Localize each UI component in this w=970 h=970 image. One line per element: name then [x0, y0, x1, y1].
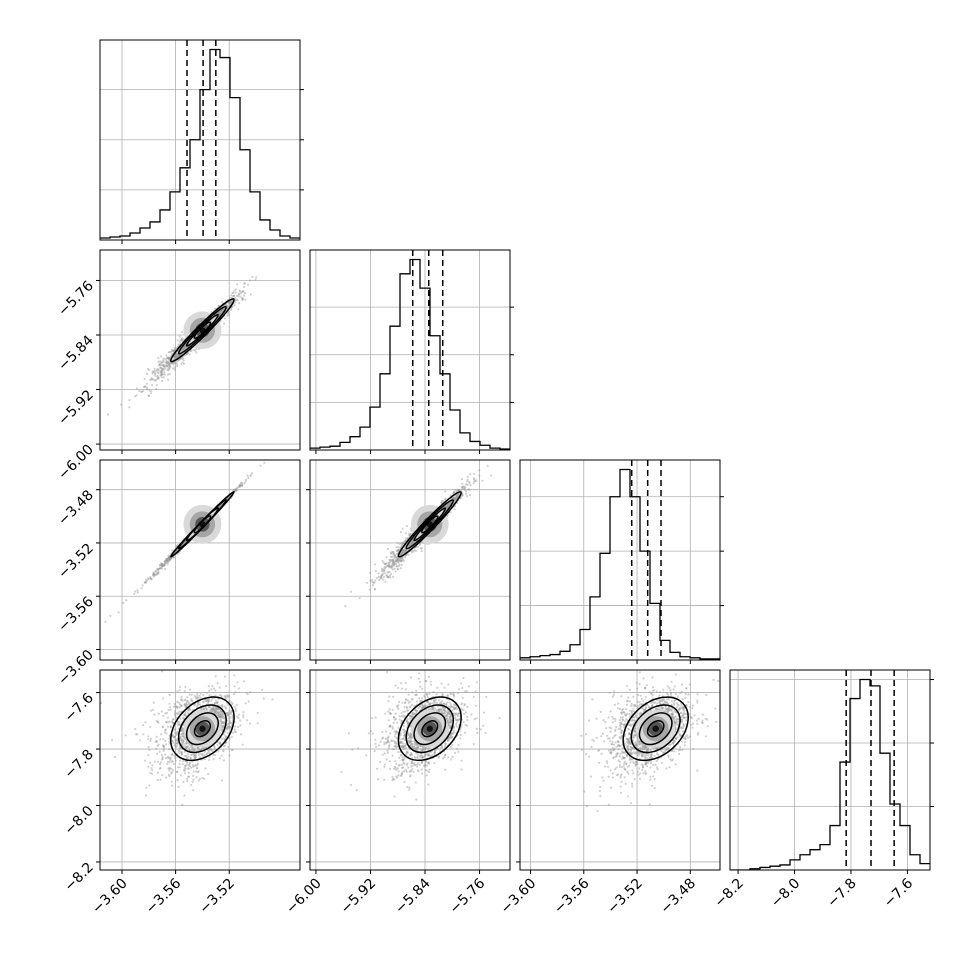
ytick-label-3-3: −7.6: [61, 690, 96, 725]
panel-frame-r3-c3: [729, 669, 931, 871]
density-core-2-1: [410, 504, 449, 544]
xtick-label-2-1: −3.56: [551, 875, 593, 917]
ytick-label-1-1: −5.92: [55, 387, 97, 429]
contour-3-2-0: [646, 720, 665, 738]
panel-frame-r1-c0: [99, 249, 301, 451]
contour-3-1-1: [413, 712, 447, 746]
contour-3-1-3: [397, 696, 462, 762]
contour-1-0-2: [177, 305, 227, 355]
contour-3-1-0: [421, 720, 439, 738]
panel-frame-r3-c1: [309, 669, 511, 871]
contour-3-0-1: [185, 712, 219, 746]
ytick-label-2-1: −3.56: [55, 594, 97, 636]
panel-frame-r2-c1: [309, 459, 511, 661]
panel-r1-c0: −6.00 −5.92 −5.84 −5.76: [55, 249, 301, 484]
xtick-label-3-3: −7.6: [881, 875, 916, 910]
panel-content-r2-c1: [310, 460, 510, 660]
xtick-label-0-2: −3.52: [196, 876, 238, 918]
panel-content-r3-c3: [730, 670, 930, 870]
contour-3-2-2: [630, 704, 681, 754]
contour-3-2-3: [622, 696, 689, 762]
ytick-label-3-1: −8.0: [61, 803, 96, 838]
panel-content-r3-c1: [310, 670, 510, 870]
xtick-label-3-0: −8.2: [712, 876, 747, 911]
panel-r2-c0: −3.60 −3.56 −3.52 −3.48: [55, 459, 301, 689]
histogram-0: [100, 48, 300, 239]
contour-3-0-2: [177, 704, 227, 754]
panel-r2-c2: [519, 459, 724, 664]
xtick-label-1-1: −5.92: [338, 876, 380, 918]
contour-2-1-3: [397, 491, 462, 558]
panel-content-r3-c0: [100, 670, 300, 870]
panel-content-r1-c1: [310, 250, 510, 450]
contour-1-0-3: [170, 298, 235, 363]
panel-r3-c2: −3.60 −3.56 −3.52 −3.48: [498, 669, 721, 918]
xtick-label-2-3: −3.48: [657, 876, 699, 918]
panel-r0-c0: [99, 39, 304, 244]
panel-frame-r2-c2: [519, 459, 721, 661]
xtick-label-2-2: −3.52: [604, 876, 646, 918]
panel-r3-c0: −8.2 −8.0 −7.8 −7.6 −3.60 −3.56 −3.52: [61, 669, 301, 918]
density-level-3: [652, 725, 659, 732]
contour-2-1-2: [405, 499, 455, 550]
contour-3-0-0: [193, 720, 212, 738]
xtick-label-1-2: −5.84: [392, 875, 434, 917]
panel-r1-c1: [309, 249, 514, 454]
ytick-label-1-2: −5.84: [55, 332, 97, 374]
density-level-3: [199, 725, 206, 732]
contour-2-0-3: [169, 491, 235, 558]
contour-1-0-1: [185, 313, 219, 347]
xtick-label-1-0: −6.00: [283, 876, 325, 918]
panel-frame-r3-c0: [99, 669, 301, 871]
panel-r2-c1: [306, 459, 511, 664]
xtick-label-0-1: −3.56: [143, 875, 185, 917]
panel-r3-c3: −8.2 −8.0 −7.8 −7.6: [712, 669, 934, 911]
xtick-label-1-3: −5.76: [447, 875, 489, 917]
ytick-label-3-2: −7.8: [61, 747, 96, 782]
contour-3-2-1: [638, 712, 673, 746]
panel-frame-r0-c0: [99, 39, 301, 241]
panel-content-r3-c2: [520, 670, 720, 870]
xtick-label-2-0: −3.60: [498, 876, 540, 918]
xtick-label-3-1: −8.0: [768, 876, 803, 911]
xtick-label-3-2: −7.8: [824, 876, 859, 911]
panel-content-r2-c2: [520, 460, 720, 660]
panel-content-r2-c0: [100, 460, 300, 660]
density-core-2-0: [183, 504, 222, 544]
panel-content-r1-c0: [100, 250, 300, 450]
histogram-1: [310, 258, 510, 450]
xtick-label-0-0: −3.60: [89, 876, 131, 918]
panel-frame-r1-c1: [309, 249, 511, 451]
panel-content-r0-c0: [100, 40, 300, 240]
density-core-1-0: [183, 311, 222, 350]
ytick-label-1-3: −5.76: [55, 278, 97, 320]
panel-frame-r3-c2: [519, 669, 721, 871]
histogram-2: [520, 468, 720, 660]
histogram-3: [730, 678, 930, 870]
contour-2-1-1: [413, 507, 447, 542]
ytick-label-2-0: −3.60: [55, 647, 97, 689]
density-level-3: [426, 725, 433, 732]
ytick-label-2-2: −3.52: [55, 540, 97, 582]
panel-r3-c1: −6.00 −5.92 −5.84 −5.76: [283, 669, 511, 918]
contour-3-0-3: [170, 696, 235, 762]
ytick-label-1-0: −6.00: [55, 442, 97, 484]
contour-3-1-2: [405, 704, 455, 754]
panel-frame-r2-c0: [99, 459, 301, 661]
ytick-label-3-0: −8.2: [61, 859, 96, 894]
ytick-label-2-3: −3.48: [55, 487, 97, 529]
